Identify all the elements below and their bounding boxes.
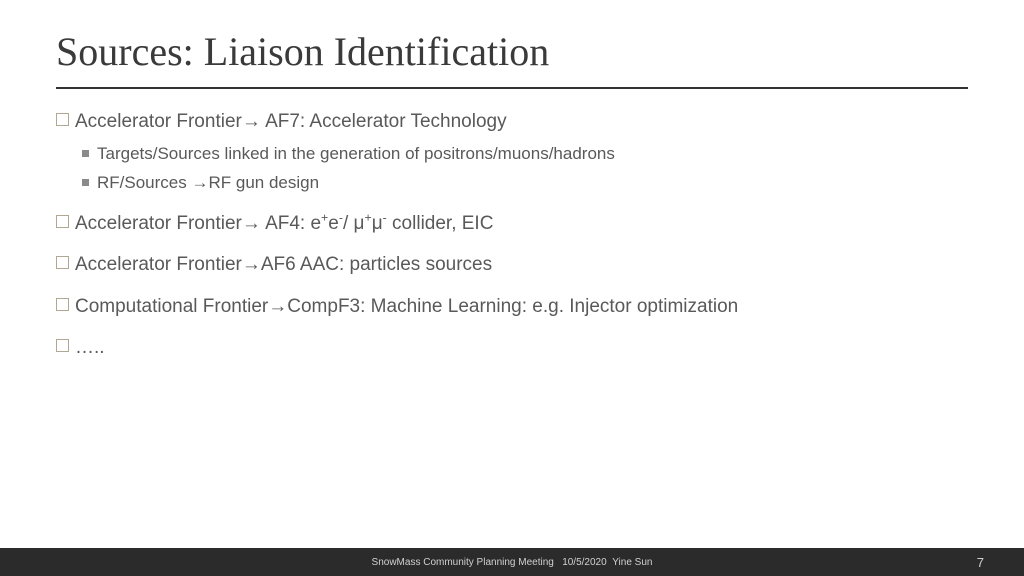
bullet-post: AF7: Accelerator Technology <box>261 111 507 132</box>
arrow-icon: → <box>191 173 208 192</box>
arrow-icon: → <box>242 254 261 275</box>
bullet-post: AF6 AAC: particles sources <box>261 254 492 275</box>
bullet-list: Accelerator Frontier→ AF7: Accelerator T… <box>56 109 968 361</box>
title-area: Sources: Liaison Identification <box>0 0 1024 75</box>
box-bullet-icon <box>56 298 69 311</box>
footer-author: Yine Sun <box>612 557 652 568</box>
sub-post: RF gun design <box>208 173 319 192</box>
arrow-icon: → <box>242 213 261 234</box>
box-bullet-icon <box>56 339 69 352</box>
bullet-pre: Accelerator Frontier <box>75 111 242 132</box>
slide-title: Sources: Liaison Identification <box>56 28 968 75</box>
bullet-text: Computational Frontier→CompF3: Machine L… <box>75 294 738 320</box>
box-bullet-icon <box>56 215 69 228</box>
footer-date: 10/5/2020 <box>562 557 607 568</box>
sub-text: Targets/Sources linked in the generation… <box>97 143 615 166</box>
box-bullet-icon <box>56 113 69 126</box>
bullet-text: Accelerator Frontier→ AF7: Accelerator T… <box>75 109 507 135</box>
bullet-pre: Accelerator Frontier <box>75 254 242 275</box>
bullet-item: Accelerator Frontier→ AF7: Accelerator T… <box>56 109 968 195</box>
page-number: 7 <box>977 555 984 570</box>
sub-text: RF/Sources →RF gun design <box>97 172 319 195</box>
bullet-post: AF4: e+e-/ μ+μ- collider, EIC <box>261 213 494 234</box>
slide-footer: SnowMass Community Planning Meeting 10/5… <box>0 548 1024 576</box>
bullet-text: ….. <box>75 335 105 361</box>
footer-text: SnowMass Community Planning Meeting 10/5… <box>372 557 653 568</box>
square-bullet-icon <box>82 150 89 157</box>
box-bullet-icon <box>56 256 69 269</box>
bullet-item: Computational Frontier→CompF3: Machine L… <box>56 294 968 320</box>
bullet-item: Accelerator Frontier→AF6 AAC: particles … <box>56 252 968 278</box>
arrow-icon: → <box>242 111 261 132</box>
bullet-text: Accelerator Frontier→AF6 AAC: particles … <box>75 252 492 278</box>
bullet-text: Accelerator Frontier→ AF4: e+e-/ μ+μ- co… <box>75 211 493 237</box>
bullet-pre: Accelerator Frontier <box>75 213 242 234</box>
bullet-item: Accelerator Frontier→ AF4: e+e-/ μ+μ- co… <box>56 211 968 237</box>
sub-pre: RF/Sources <box>97 173 191 192</box>
bullet-item: ….. <box>56 335 968 361</box>
bullet-pre: Computational Frontier <box>75 296 268 317</box>
square-bullet-icon <box>82 179 89 186</box>
sub-list: Targets/Sources linked in the generation… <box>82 143 968 195</box>
sub-item: Targets/Sources linked in the generation… <box>82 143 968 166</box>
content-area: Accelerator Frontier→ AF7: Accelerator T… <box>0 89 1024 377</box>
arrow-icon: → <box>268 296 287 317</box>
footer-meeting: SnowMass Community Planning Meeting <box>372 557 554 568</box>
bullet-post: CompF3: Machine Learning: e.g. Injector … <box>287 296 738 317</box>
sub-item: RF/Sources →RF gun design <box>82 172 968 195</box>
slide: Sources: Liaison Identification Accelera… <box>0 0 1024 576</box>
